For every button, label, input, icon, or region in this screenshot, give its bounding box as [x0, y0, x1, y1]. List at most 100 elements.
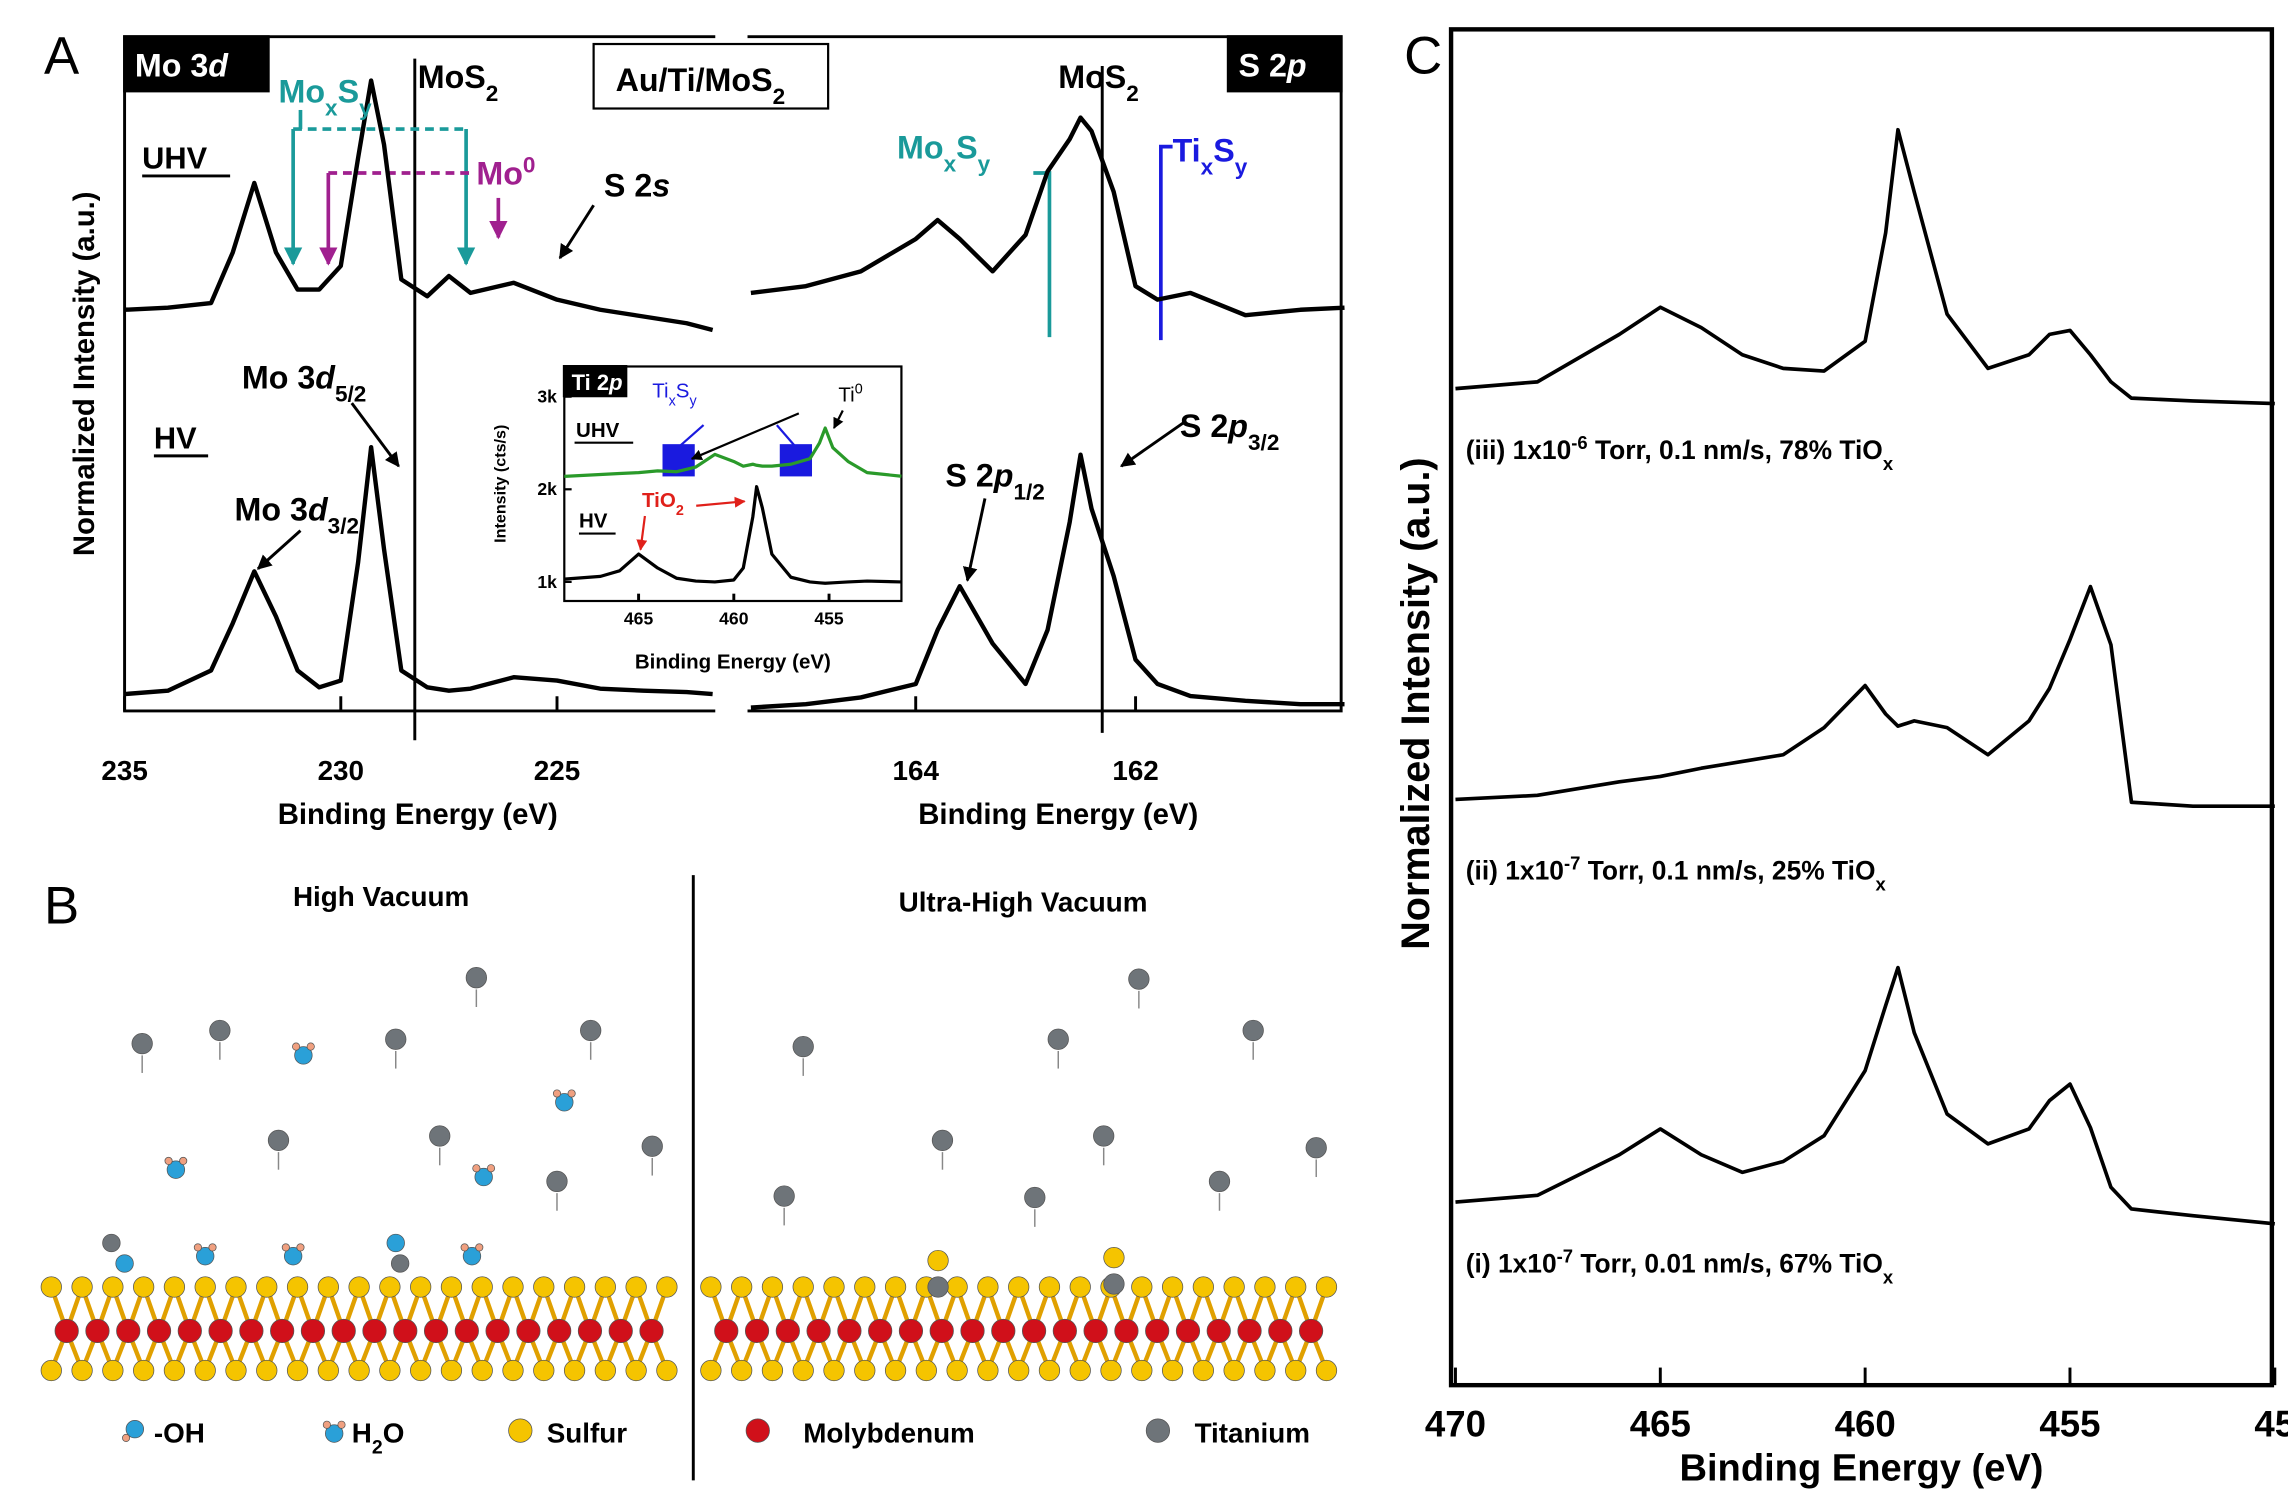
- label-part: MoS: [418, 59, 486, 95]
- atom: [1131, 1359, 1153, 1382]
- label: Binding Energy (eV): [1679, 1447, 2043, 1489]
- atom: [625, 1276, 647, 1298]
- atom: [533, 1359, 555, 1382]
- atom: [931, 1129, 954, 1152]
- label-part: 2: [773, 83, 786, 108]
- atom: [54, 1318, 79, 1344]
- atom: [1114, 1318, 1139, 1344]
- label: (ii) 1x10-7 Torr, 0.1 nm/s, 25% TiOx: [1466, 852, 1887, 894]
- atom: [1145, 1418, 1171, 1443]
- atom: [71, 1276, 93, 1298]
- label: MoxSy: [278, 74, 372, 121]
- atom: [40, 1359, 62, 1382]
- atom: [1315, 1359, 1338, 1382]
- label-part: Mo 3: [135, 47, 208, 83]
- atom: [1021, 1318, 1047, 1344]
- label: Ti0: [838, 382, 862, 407]
- atom: [122, 1433, 131, 1442]
- atom: [1299, 1318, 1324, 1344]
- atom: [486, 1164, 496, 1173]
- label-part: p: [1286, 47, 1307, 83]
- label-part: Torr, 0.01 nm/s, 67% TiO: [1573, 1248, 1883, 1278]
- atom: [991, 1318, 1016, 1344]
- atom: [745, 1418, 770, 1443]
- atom: [929, 1318, 954, 1344]
- label: TixSy: [652, 379, 697, 409]
- label-part: x: [944, 151, 957, 176]
- spectrum-line: [750, 115, 1345, 318]
- label: Mo0: [476, 152, 535, 192]
- atom: [40, 1276, 62, 1298]
- atom: [854, 1359, 876, 1382]
- atom: [390, 1254, 410, 1273]
- atom: [502, 1359, 524, 1382]
- label: -OH: [154, 1417, 205, 1448]
- label: C: [1404, 26, 1442, 85]
- label-part: Ti: [1173, 132, 1201, 168]
- label-part: 2: [1126, 80, 1139, 105]
- atom: [1008, 1359, 1030, 1382]
- atom: [454, 1318, 479, 1344]
- label: High Vacuum: [293, 881, 469, 912]
- label-part: S 2: [604, 167, 652, 203]
- spectrum-line: [1455, 584, 2275, 809]
- atom: [594, 1359, 616, 1382]
- bracket: [1033, 171, 1052, 338]
- atom: [700, 1359, 722, 1382]
- label-part: 2: [372, 1436, 383, 1458]
- label: HV: [579, 510, 608, 533]
- label: 225: [534, 755, 580, 786]
- label: Mo 3d5/2: [242, 359, 367, 406]
- atom: [977, 1276, 999, 1298]
- label: 465: [624, 608, 654, 628]
- label-part: Ti: [838, 384, 854, 407]
- arrow: [776, 424, 797, 448]
- atom: [854, 1276, 876, 1298]
- spectrum-line: [1455, 127, 2275, 406]
- atom: [1103, 1273, 1125, 1295]
- atom: [1161, 1359, 1184, 1382]
- label-part: S: [676, 379, 690, 402]
- label: (i) 1x10-7 Torr, 0.01 nm/s, 67% TiOx: [1466, 1245, 1894, 1287]
- atom: [580, 1019, 602, 1042]
- label: Binding Energy (eV): [635, 650, 831, 673]
- label-part: 3/2: [328, 513, 359, 538]
- atom: [775, 1318, 800, 1344]
- atom: [471, 1359, 493, 1382]
- atom: [1208, 1170, 1231, 1193]
- label: 45: [2254, 1403, 2288, 1444]
- label-part: y: [978, 151, 991, 176]
- arrow: [696, 496, 746, 508]
- label-part: (i) 1x10: [1466, 1248, 1557, 1278]
- atom: [502, 1276, 524, 1298]
- atom: [1192, 1276, 1214, 1298]
- atom: [823, 1359, 845, 1382]
- atom: [977, 1359, 999, 1382]
- atom: [1223, 1276, 1245, 1298]
- atom: [208, 1243, 217, 1252]
- label: B: [44, 876, 79, 935]
- label: Intensity (cts/s): [492, 425, 510, 543]
- inset-label-box: [562, 365, 628, 398]
- atom: [283, 1247, 303, 1266]
- atom: [898, 1318, 924, 1344]
- atom: [927, 1276, 949, 1298]
- atom: [239, 1318, 264, 1344]
- atom: [1103, 1247, 1125, 1269]
- label: A: [44, 26, 80, 85]
- atom: [194, 1359, 216, 1382]
- atom: [1038, 1359, 1061, 1382]
- label: 455: [2039, 1403, 2100, 1444]
- atom: [115, 1254, 134, 1273]
- atom: [1285, 1359, 1307, 1382]
- atom: [423, 1318, 449, 1344]
- atom: [1024, 1186, 1046, 1209]
- label-part: s: [652, 167, 670, 203]
- label-part: S: [956, 129, 978, 165]
- atom: [300, 1318, 326, 1344]
- label-part: Mo: [476, 156, 523, 192]
- atom: [1069, 1276, 1091, 1298]
- atom: [256, 1359, 278, 1382]
- atom: [462, 1247, 482, 1266]
- atom: [594, 1276, 616, 1298]
